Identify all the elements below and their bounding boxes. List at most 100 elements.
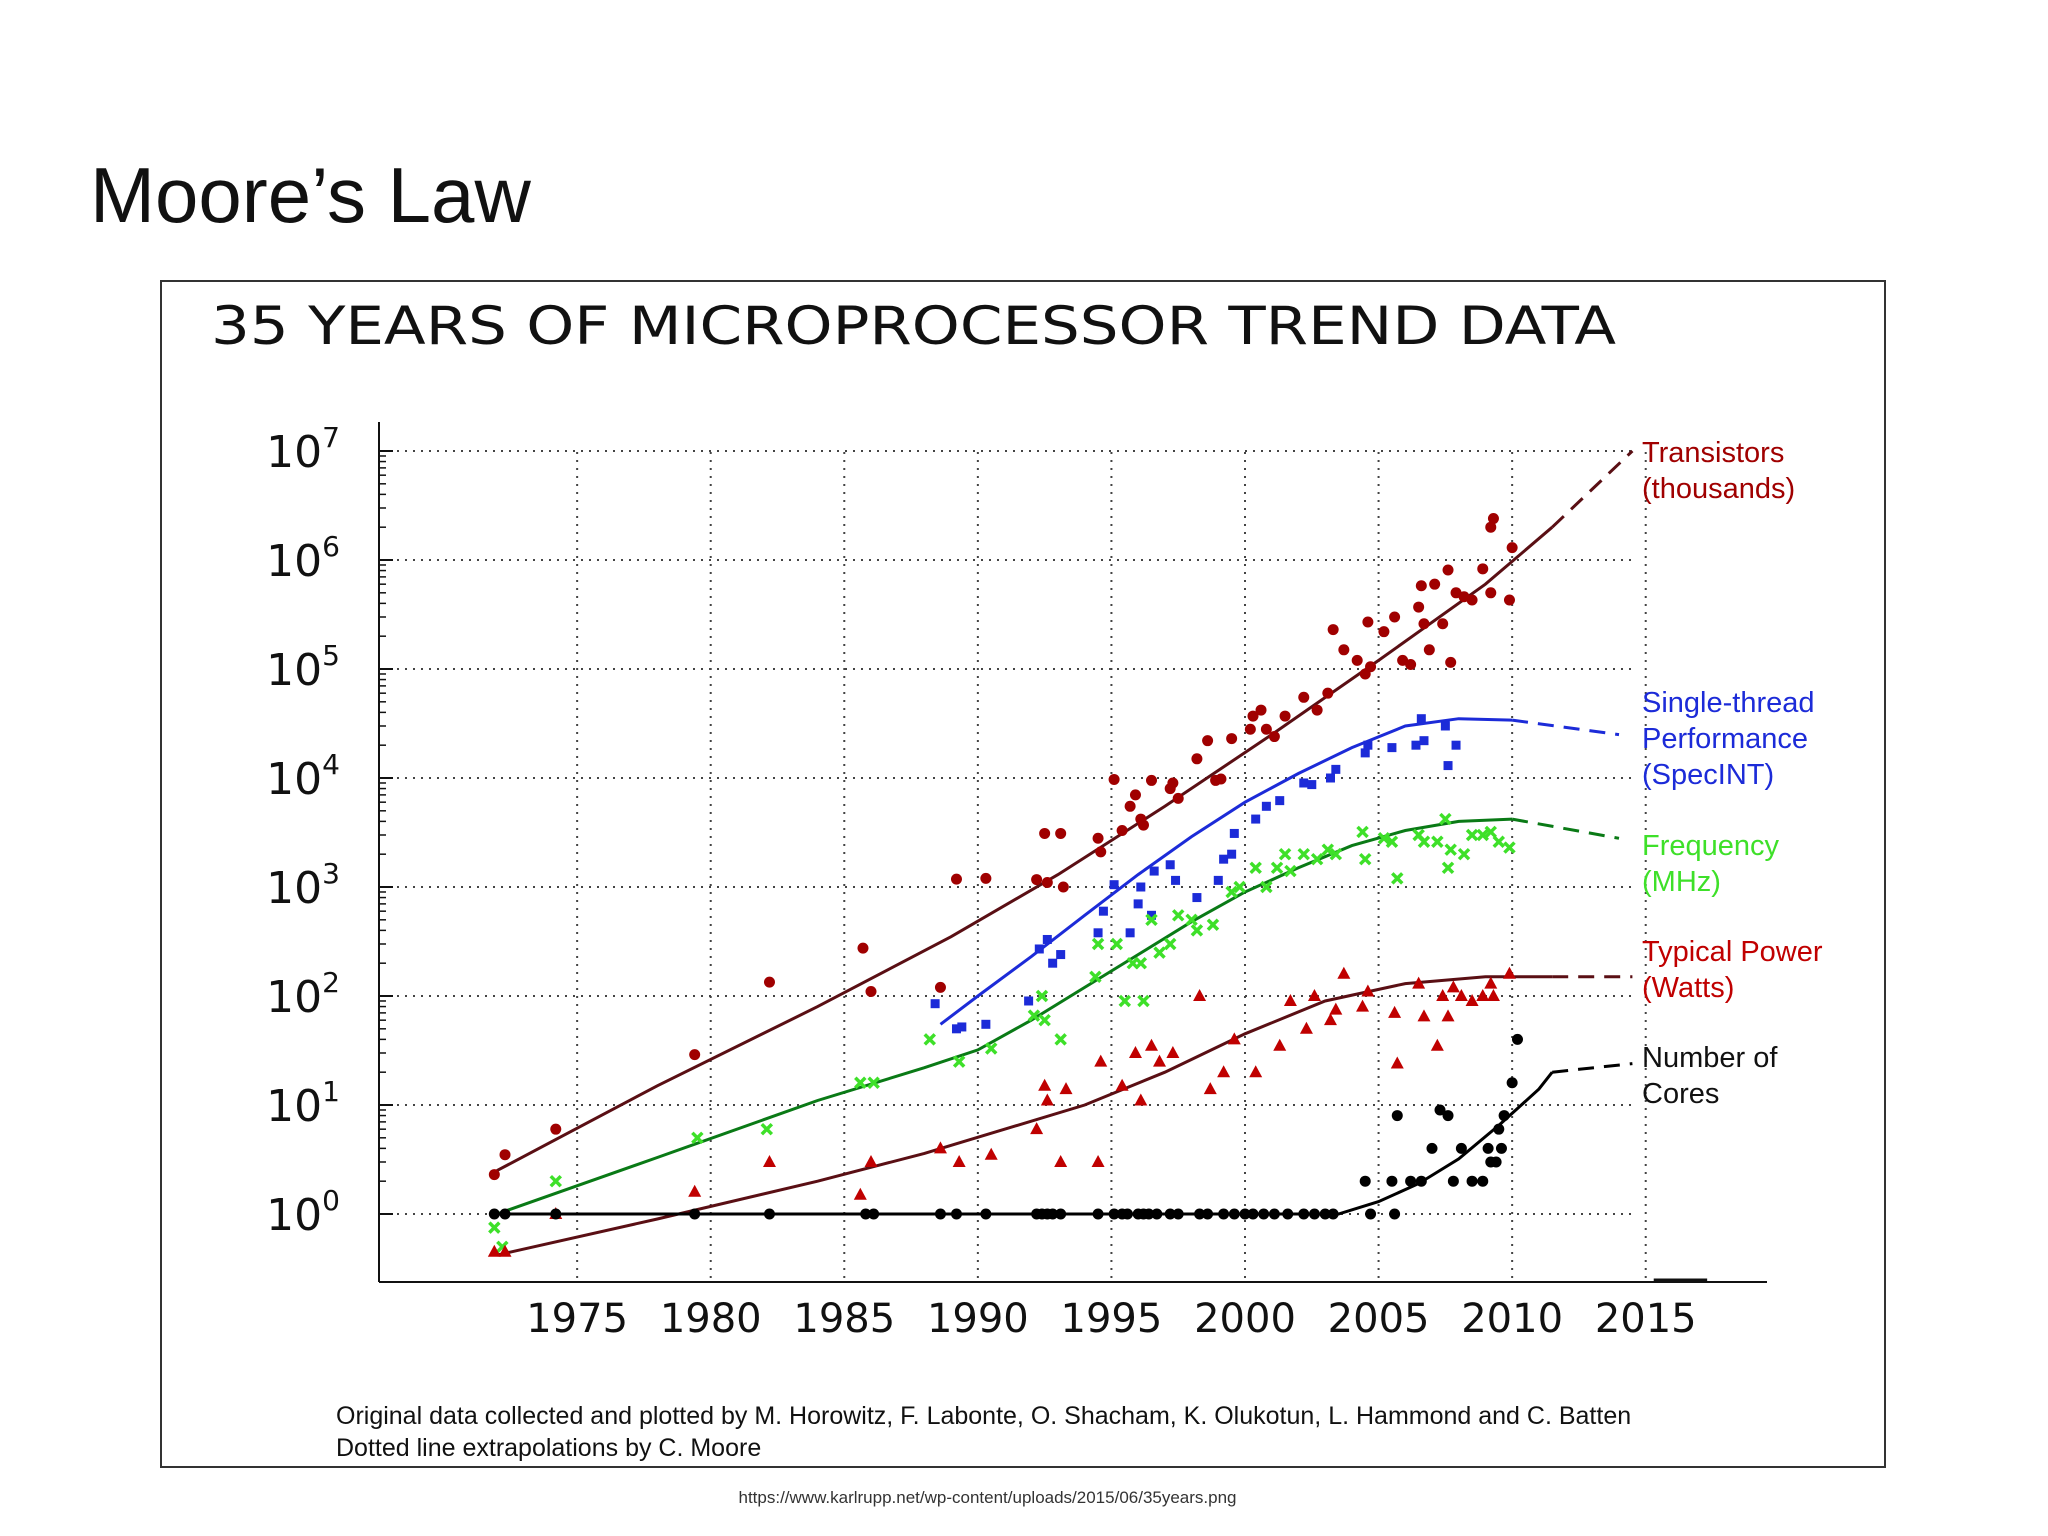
data-point [950,1208,962,1220]
legend-entry: Performance [1642,723,1808,755]
x-marker-stroke [1091,937,1105,951]
data-point [760,1122,774,1136]
data-point [1191,753,1203,765]
x-marker-stroke [1412,828,1425,842]
data-point [1423,644,1435,656]
data-point [1484,825,1498,839]
data-point [1503,594,1515,606]
x-marker-stroke [1206,918,1220,932]
data-point [1134,956,1148,970]
y-tick-label: 104 [266,748,340,805]
data-point [1217,1065,1231,1078]
data-point [1387,743,1397,753]
data-point [1308,1208,1320,1220]
data-point [1171,875,1181,885]
data-point [984,1147,998,1160]
data-point [1247,710,1259,722]
x-marker-stroke [760,1122,774,1136]
x-marker-stroke [1297,847,1311,861]
data-point [1225,885,1238,899]
data-point [488,1169,500,1181]
data-point [1038,1078,1052,1091]
data-point [1431,835,1444,849]
data-point [550,1123,562,1135]
data-point [1451,740,1461,750]
x-marker-stroke [1284,864,1297,878]
data-point [689,1049,701,1061]
data-point [1092,1208,1104,1220]
data-point [853,1187,867,1200]
data-point [1444,843,1457,856]
data-point [1443,761,1453,771]
data-point [1307,780,1317,790]
data-point [1502,966,1516,979]
data-point [1388,1005,1402,1018]
data-point [923,1033,937,1046]
data-point [1203,1082,1217,1095]
data-point [1041,876,1053,888]
x-marker-stroke [1492,835,1506,849]
data-point [865,985,877,997]
data-point [1503,841,1516,854]
data-point [1239,1208,1251,1220]
x-marker-stroke [1417,835,1431,849]
x-tick-label: 2005 [1328,1296,1430,1342]
data-point [1163,937,1177,951]
data-point [499,1149,511,1161]
x-marker-stroke [1153,946,1166,959]
data-point [1377,832,1391,845]
data-point [1389,611,1401,623]
slide-title: Moore’s Law [90,151,531,239]
data-point [1337,966,1351,979]
data-point [1185,913,1198,927]
data-point [1506,542,1518,554]
axes: 100 101 102 103 104 105 106 107 1975 1980 1985 1990… [266,421,1767,1342]
x-marker-stroke [1476,828,1489,842]
data-point [1279,710,1291,722]
data-point [1415,580,1427,592]
data-point [1378,626,1390,638]
data-point [1361,984,1375,997]
data-point [1282,1208,1294,1220]
data-point [1389,1208,1401,1220]
extrapolation-line [1551,449,1634,529]
data-point [1206,918,1220,932]
data-point [1351,654,1363,666]
legend-entry: Transistors [1642,437,1784,469]
data-point [1151,1208,1163,1220]
x-marker-stroke [854,1076,867,1089]
data-point [1495,1142,1507,1154]
data-point [868,1208,880,1220]
data-point [1362,616,1374,628]
data-point [1426,1142,1438,1154]
data-point [1108,773,1120,785]
legend-entry: Typical Power [1642,936,1823,968]
data-point [1059,1082,1073,1095]
data-point [1128,1045,1142,1058]
data-point [1249,1065,1263,1078]
data-point [1498,1110,1510,1122]
extrapolation-line [1511,718,1620,737]
x-marker-stroke [1118,994,1132,1008]
data-point [1027,1009,1041,1022]
data-point [1506,1077,1518,1089]
data-point [1146,774,1157,786]
data-point [1202,735,1214,747]
data-point [1440,721,1450,731]
data-point [1091,937,1105,951]
data-point [1321,843,1335,856]
data-point [934,981,946,993]
x-marker-stroke [1310,852,1324,866]
data-point [1054,1033,1067,1046]
trend-line [497,1071,1554,1216]
data-point [487,1244,501,1257]
legend-entry: (thousands) [1642,473,1795,505]
data-point [1278,847,1292,861]
data-point [1365,661,1377,673]
data-point [1143,1208,1155,1220]
data-point [1165,860,1175,870]
data-point [1136,882,1146,892]
x-marker-stroke [1110,937,1124,951]
data-point [1492,835,1506,849]
data-point [951,1024,961,1034]
